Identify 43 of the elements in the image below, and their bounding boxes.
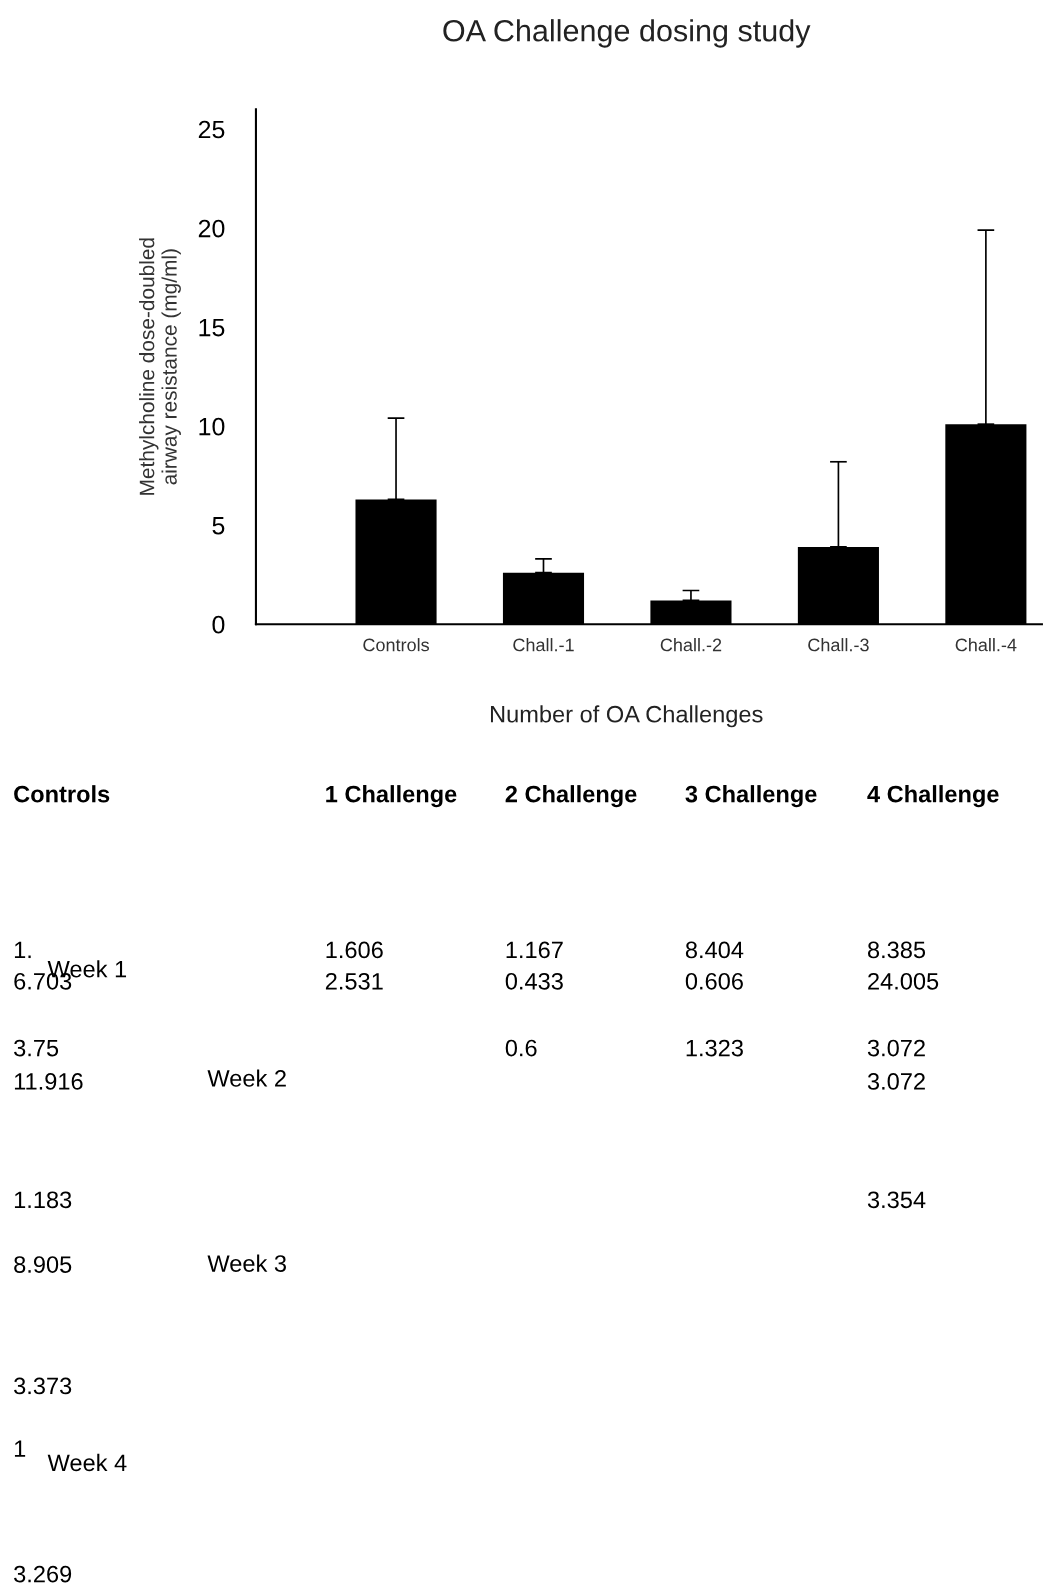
text: 0.6 bbox=[505, 1039, 537, 1057]
chart-title: OA Challenge dosing study bbox=[443, 19, 811, 48]
text: 1.323 bbox=[686, 1039, 743, 1057]
text: 4 Challenge bbox=[867, 785, 999, 808]
text: Week 2 bbox=[207, 1069, 286, 1087]
x-tick-label: Chall.-2 bbox=[660, 638, 722, 652]
text: Week 4 bbox=[47, 1453, 127, 1472]
y-tick-label: 0 bbox=[212, 615, 225, 634]
x-tick-label: Chall.-4 bbox=[955, 638, 1017, 652]
text: 3.354 bbox=[867, 1191, 926, 1209]
text: 2.531 bbox=[325, 972, 383, 990]
x-tick-label: Chall.-1 bbox=[513, 638, 574, 652]
text: 3.269 bbox=[14, 1565, 72, 1583]
text: 1. bbox=[14, 941, 31, 959]
text: 3 Challenge bbox=[685, 785, 817, 808]
y-tick-label: 15 bbox=[199, 318, 225, 337]
text: 2 Challenge bbox=[505, 785, 637, 808]
text: 1.183 bbox=[14, 1191, 72, 1209]
y-tick-label: 25 bbox=[198, 120, 225, 139]
y-tick-label: 10 bbox=[199, 417, 225, 436]
text: 24.005 bbox=[868, 972, 939, 990]
text: 3.072 bbox=[867, 1039, 925, 1057]
x-axis-title: Number of OA Challenges bbox=[490, 705, 763, 728]
text: 1.606 bbox=[326, 941, 383, 959]
text: 3.072 bbox=[867, 1073, 925, 1090]
text: Week 3 bbox=[207, 1254, 286, 1272]
text: 8.905 bbox=[14, 1256, 72, 1273]
text: Controls bbox=[14, 785, 110, 803]
text: 8.404 bbox=[685, 941, 744, 959]
x-tick-label: Chall.-3 bbox=[808, 638, 869, 652]
text: 1.167 bbox=[506, 941, 563, 959]
y-axis-title: Methylcholine dose-doubled airway resistance (mg/ml) bbox=[139, 238, 181, 495]
y-tick-label: 20 bbox=[198, 219, 225, 238]
text: 1 bbox=[14, 1440, 26, 1457]
text: 3.373 bbox=[14, 1377, 72, 1395]
text: 8.385 bbox=[867, 941, 926, 959]
text: 0.606 bbox=[685, 972, 743, 990]
text: 3.75 bbox=[14, 1039, 59, 1057]
text: 1 Challenge bbox=[326, 785, 457, 808]
x-tick-label: Controls bbox=[363, 638, 429, 652]
text: 0.433 bbox=[505, 972, 563, 990]
y-tick-label: 5 bbox=[212, 517, 225, 535]
text: 11.916 bbox=[14, 1073, 83, 1090]
